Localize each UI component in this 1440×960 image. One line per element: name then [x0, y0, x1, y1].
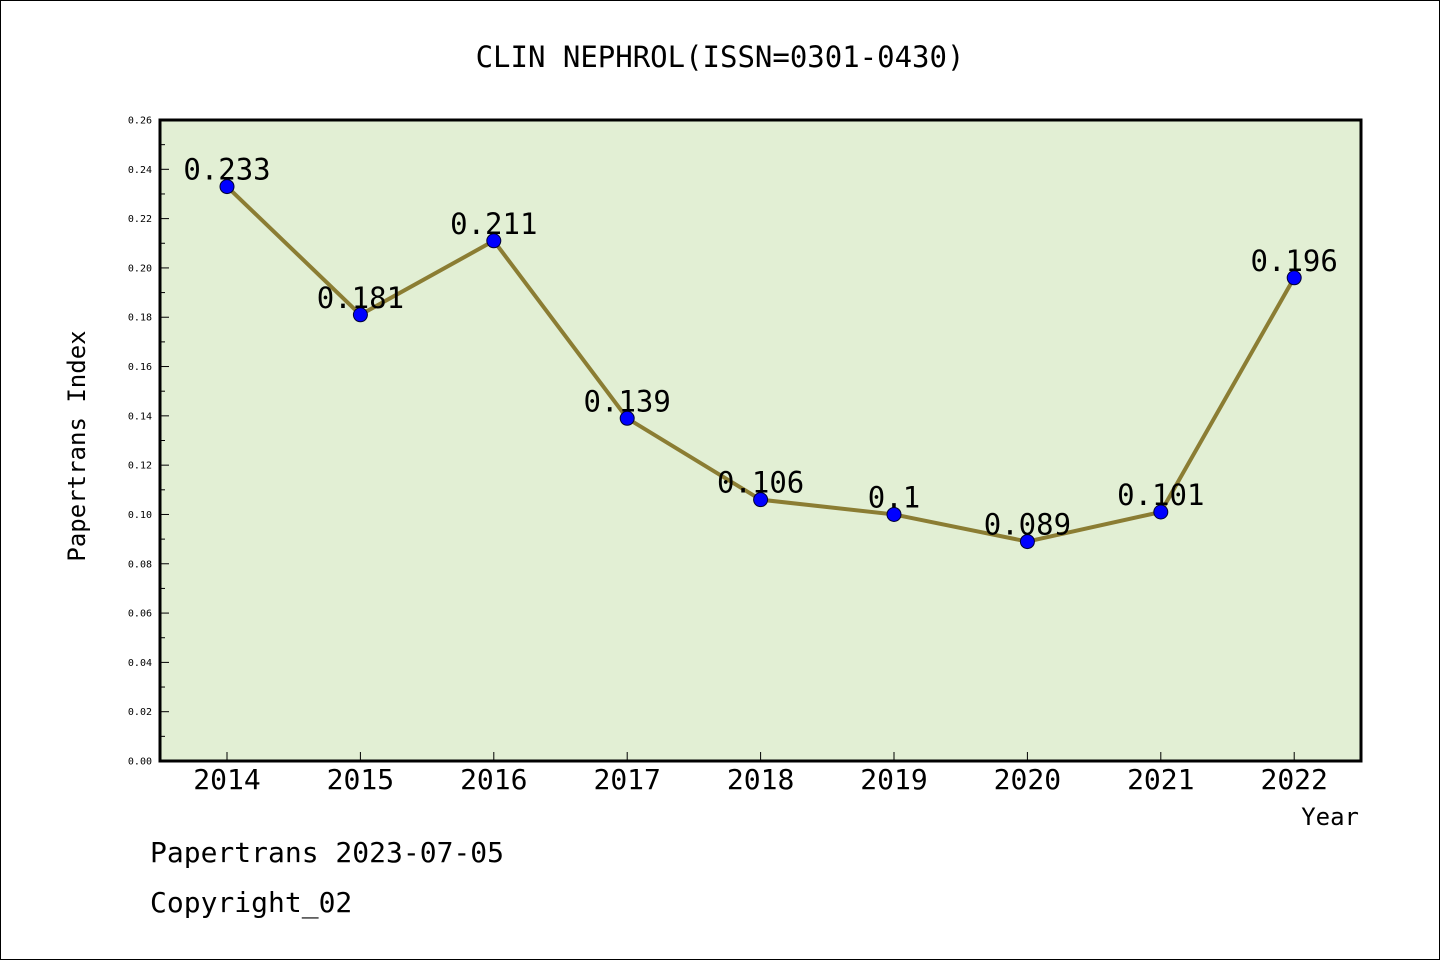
y-tick-label: 0.08 [128, 559, 152, 570]
data-point [753, 492, 769, 508]
data-label: 0.139 [584, 384, 671, 418]
x-tick-label: 2021 [1127, 763, 1194, 796]
x-tick-label: 2018 [727, 763, 794, 796]
data-label: 0.196 [1251, 244, 1338, 278]
x-tick-label: 2020 [994, 763, 1061, 796]
data-point [619, 410, 635, 426]
y-tick-label: 0.18 [128, 313, 152, 324]
data-point [886, 506, 902, 522]
x-tick-label: 2017 [593, 763, 660, 796]
y-tick-label: 0.10 [128, 510, 152, 521]
x-tick-label: 2014 [193, 763, 260, 796]
y-tick-label: 0.06 [128, 609, 152, 620]
footer-copyright: Copyright_02 [150, 886, 353, 919]
y-tick-label: 0.04 [128, 658, 152, 669]
data-point [1019, 534, 1035, 550]
y-tick-label: 0.16 [128, 362, 152, 373]
data-point [1286, 270, 1302, 286]
x-tick-label: 2019 [860, 763, 927, 796]
data-point [219, 179, 235, 195]
data-label: 0.233 [183, 153, 270, 187]
x-axis-label: Year [1301, 803, 1359, 831]
data-label: 0.089 [984, 508, 1071, 542]
series-group: 0.233 0.181 0.211 0.139 0.106 0.1 0.089 0.101 0.… [183, 153, 1338, 550]
data-label: 0.181 [317, 281, 404, 315]
y-tick-label: 0.22 [128, 214, 152, 225]
data-label: 0.106 [717, 466, 804, 500]
y-tick-label: 0.00 [128, 757, 152, 768]
plot-area [158, 118, 1363, 763]
footer-date: Papertrans 2023-07-05 [150, 836, 505, 869]
y-tick-label: 0.20 [128, 263, 152, 274]
y-axis-label: Papertrans Index [63, 330, 91, 561]
x-tick-label: 2016 [460, 763, 527, 796]
y-tick-label: 0.02 [128, 707, 152, 718]
data-point [1153, 504, 1169, 520]
y-tick-label: 0.12 [128, 461, 152, 472]
x-tick-label: 2022 [1260, 763, 1327, 796]
data-label: 0.211 [450, 207, 537, 241]
data-point [352, 307, 368, 323]
y-axis: 0.00 0.02 0.04 0.06 0.08 0.10 0.12 0.14 0.16 0.18… [128, 116, 169, 768]
x-tick-label: 2015 [327, 763, 394, 796]
y-tick-label: 0.14 [128, 411, 152, 422]
data-point [486, 233, 502, 249]
x-axis: 2014 2015 2016 2017 2018 2019 2020 2021 2022 [193, 752, 1328, 796]
data-label: 0.101 [1117, 478, 1204, 512]
y-tick-label: 0.26 [128, 116, 152, 127]
y-tick-label: 0.24 [128, 165, 152, 176]
chart-title: CLIN NEPHROL(ISSN=0301-0430) [476, 40, 965, 74]
data-label: 0.1 [868, 480, 920, 514]
